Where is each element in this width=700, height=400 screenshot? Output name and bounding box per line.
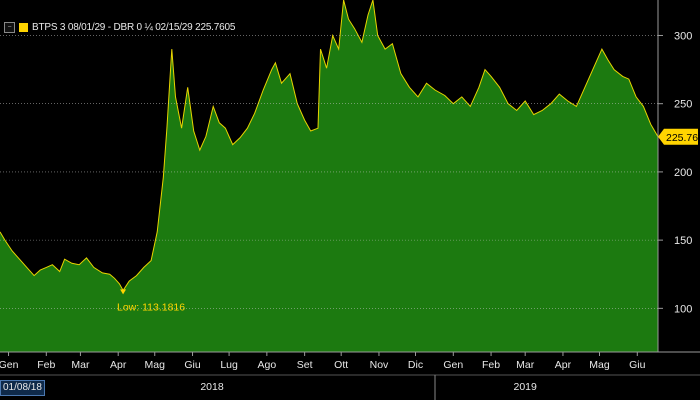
x-tick-label: Ago	[258, 359, 277, 371]
series-line	[0, 0, 659, 292]
x-tick-label: Gen	[0, 359, 19, 371]
annotations: Low: 113.1816	[117, 289, 185, 313]
x-tick-label: Mag	[589, 359, 610, 371]
x-tick-label: Dic	[408, 359, 423, 371]
x-tick-label: Mar	[516, 359, 535, 371]
legend[interactable]: − BTPS 3 08/01/29 - DBR 0 ¼ 02/15/29 225…	[4, 20, 235, 34]
legend-swatch	[19, 22, 28, 32]
y-tick-label: 150	[674, 235, 692, 247]
x-tick-label: Mar	[71, 359, 90, 371]
x-tick-label: Set	[297, 359, 313, 371]
x-tick-label: Feb	[37, 359, 55, 371]
x-tick-label: Feb	[482, 359, 500, 371]
x-tick-label: Giu	[629, 359, 646, 371]
y-tick-label: 250	[674, 99, 692, 111]
x-tick-label: Ott	[334, 359, 348, 371]
last-value-label: 225.7605	[666, 132, 700, 144]
y-tick-label: 300	[674, 30, 692, 42]
x-tick-label: Apr	[555, 359, 572, 371]
y-tick-label: 100	[674, 303, 692, 315]
minus-box-icon[interactable]: −	[4, 21, 15, 33]
x-tick-label: Gen	[443, 359, 463, 371]
low-marker-icon	[120, 289, 127, 295]
x-tick-label: Apr	[110, 359, 127, 371]
x-tick-label: Giu	[184, 359, 201, 371]
year-label: 2018	[200, 381, 224, 393]
legend-text: BTPS 3 08/01/29 - DBR 0 ¼ 02/15/29 225.7…	[32, 21, 236, 33]
low-annotation-label: Low: 113.1816	[117, 301, 185, 313]
last-value-tag	[658, 128, 698, 145]
y-tick-label: 200	[674, 167, 692, 179]
x-tick-label: Nov	[370, 359, 389, 371]
x-tick-label: Mag	[145, 359, 166, 371]
start-date-field[interactable]: 01/08/18	[0, 380, 45, 396]
x-tick-label: Lug	[220, 359, 238, 371]
data-area	[0, 0, 659, 352]
series-area-fill	[0, 0, 658, 352]
year-label: 2019	[514, 381, 538, 393]
